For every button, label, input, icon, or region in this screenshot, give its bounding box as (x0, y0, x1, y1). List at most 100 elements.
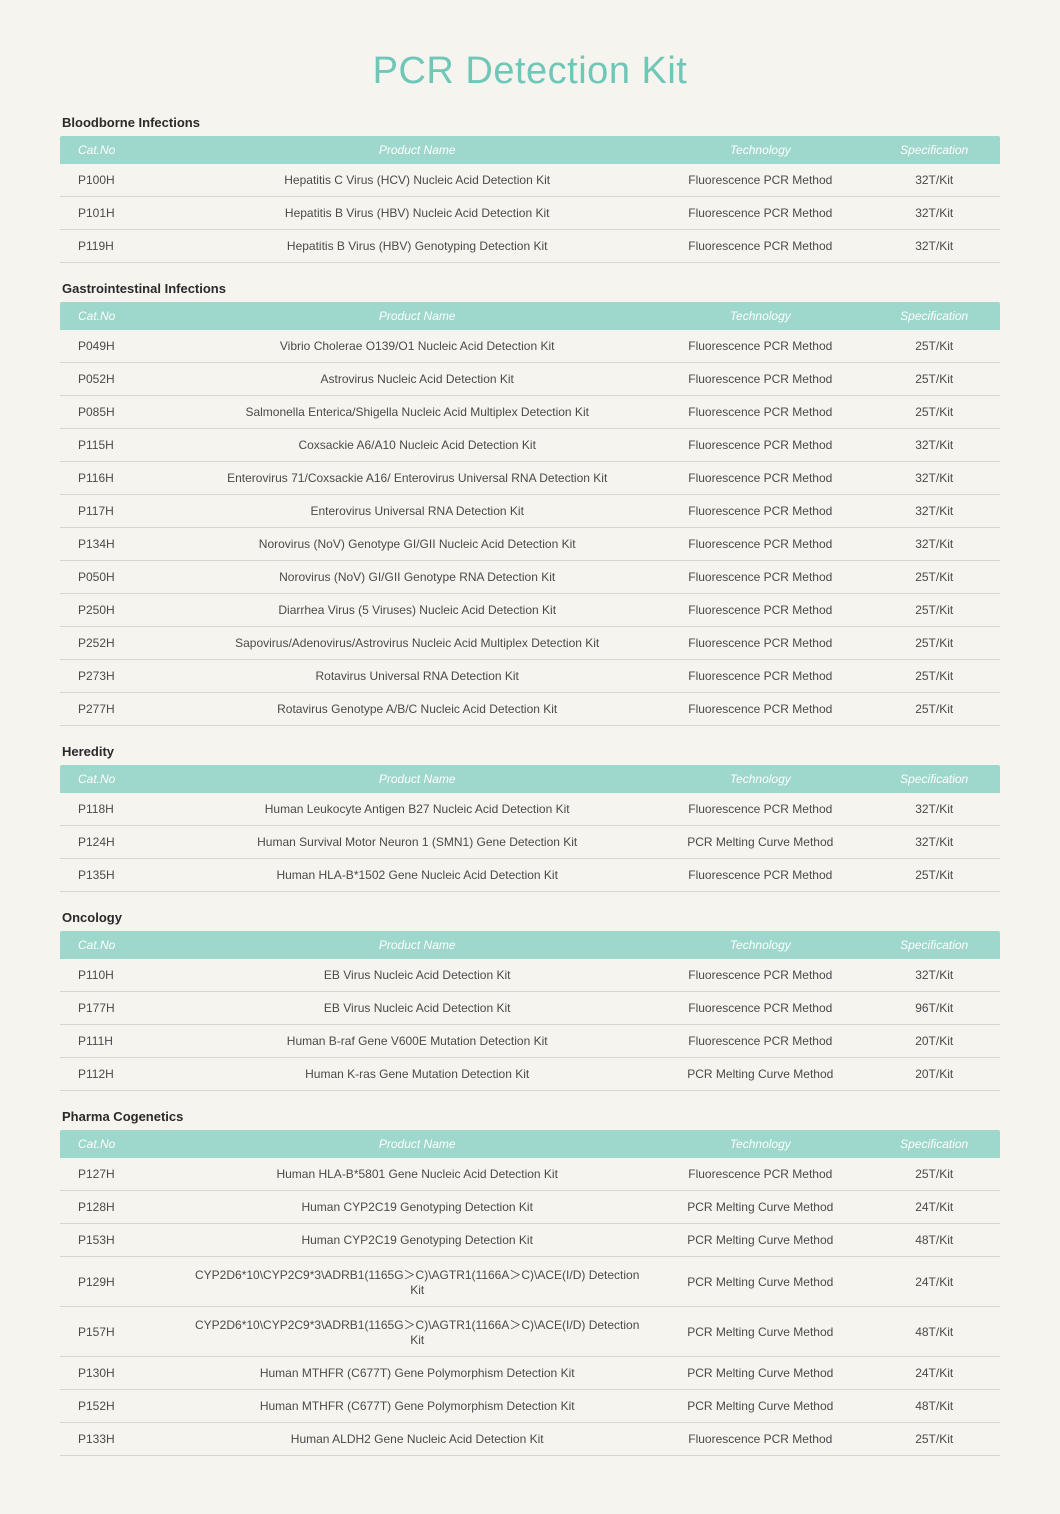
table-cell: Fluorescence PCR Method (652, 396, 868, 429)
table-cell: 32T/Kit (868, 528, 1000, 561)
table-row: P133HHuman ALDH2 Gene Nucleic Acid Detec… (60, 1423, 1000, 1456)
table-cell: Fluorescence PCR Method (652, 462, 868, 495)
table-cell: 48T/Kit (868, 1224, 1000, 1257)
table-row: P250HDiarrhea Virus (5 Viruses) Nucleic … (60, 594, 1000, 627)
table-row: P124HHuman Survival Motor Neuron 1 (SMN1… (60, 826, 1000, 859)
table-cell: 32T/Kit (868, 495, 1000, 528)
table-cell: P133H (60, 1423, 182, 1456)
table-row: P135HHuman HLA-B*1502 Gene Nucleic Acid … (60, 859, 1000, 892)
table-cell: Fluorescence PCR Method (652, 660, 868, 693)
table-cell: 25T/Kit (868, 1158, 1000, 1191)
column-header: Product Name (182, 136, 652, 164)
table-cell: Fluorescence PCR Method (652, 1423, 868, 1456)
table-cell: 32T/Kit (868, 429, 1000, 462)
section: Heredity Cat.NoProduct NameTechnologySpec… (60, 744, 1000, 892)
table-cell: P118H (60, 793, 182, 826)
table-cell: P100H (60, 164, 182, 197)
table-row: P129HCYP2D6*10\CYP2C9*3\ADRB1(1165G＞C)\A… (60, 1257, 1000, 1307)
table-cell: P135H (60, 859, 182, 892)
table-row: P130HHuman MTHFR (C677T) Gene Polymorphi… (60, 1357, 1000, 1390)
table-cell: 25T/Kit (868, 561, 1000, 594)
table-cell: Fluorescence PCR Method (652, 793, 868, 826)
table-cell: 25T/Kit (868, 594, 1000, 627)
table-cell: Human B-raf Gene V600E Mutation Detectio… (182, 1025, 652, 1058)
table-cell: Norovirus (NoV) Genotype GI/GII Nucleic … (182, 528, 652, 561)
table-cell: P085H (60, 396, 182, 429)
table-cell: 32T/Kit (868, 959, 1000, 992)
table-cell: Human HLA-B*1502 Gene Nucleic Acid Detec… (182, 859, 652, 892)
column-header: Product Name (182, 765, 652, 793)
table-cell: Astrovirus Nucleic Acid Detection Kit (182, 363, 652, 396)
table-cell: P101H (60, 197, 182, 230)
table-cell: 48T/Kit (868, 1307, 1000, 1357)
column-header: Product Name (182, 302, 652, 330)
table-cell: 32T/Kit (868, 462, 1000, 495)
table-cell: P277H (60, 693, 182, 726)
table-cell: Human K-ras Gene Mutation Detection Kit (182, 1058, 652, 1091)
table-cell: CYP2D6*10\CYP2C9*3\ADRB1(1165G＞C)\AGTR1(… (182, 1307, 652, 1357)
table-row: P252HSapovirus/Adenovirus/Astrovirus Nuc… (60, 627, 1000, 660)
table-cell: PCR Melting Curve Method (652, 1191, 868, 1224)
table-row: P049HVibrio Cholerae O139/O1 Nucleic Aci… (60, 330, 1000, 363)
table-cell: P119H (60, 230, 182, 263)
table-row: P117HEnterovirus Universal RNA Detection… (60, 495, 1000, 528)
table-cell: 32T/Kit (868, 793, 1000, 826)
table-row: P128HHuman CYP2C19 Genotyping Detection … (60, 1191, 1000, 1224)
table-cell: P110H (60, 959, 182, 992)
column-header: Technology (652, 302, 868, 330)
table-row: P110HEB Virus Nucleic Acid Detection Kit… (60, 959, 1000, 992)
table-cell: P112H (60, 1058, 182, 1091)
table-cell: P177H (60, 992, 182, 1025)
table-cell: PCR Melting Curve Method (652, 1058, 868, 1091)
table-row: P052HAstrovirus Nucleic Acid Detection K… (60, 363, 1000, 396)
table-cell: Fluorescence PCR Method (652, 992, 868, 1025)
table-cell: Fluorescence PCR Method (652, 495, 868, 528)
section-title: Bloodborne Infections (62, 115, 1000, 130)
table-cell: 24T/Kit (868, 1357, 1000, 1390)
table-cell: P049H (60, 330, 182, 363)
table-row: P127HHuman HLA-B*5801 Gene Nucleic Acid … (60, 1158, 1000, 1191)
table-cell: 25T/Kit (868, 660, 1000, 693)
table-cell: Fluorescence PCR Method (652, 528, 868, 561)
section-title: Heredity (62, 744, 1000, 759)
column-header: Technology (652, 136, 868, 164)
table-row: P112HHuman K-ras Gene Mutation Detection… (60, 1058, 1000, 1091)
page-title: PCR Detection Kit (60, 50, 1000, 93)
table-cell: Rotavirus Universal RNA Detection Kit (182, 660, 652, 693)
table-row: P101HHepatitis B Virus (HBV) Nucleic Aci… (60, 197, 1000, 230)
table-cell: Human MTHFR (C677T) Gene Polymorphism De… (182, 1357, 652, 1390)
table-cell: Vibrio Cholerae O139/O1 Nucleic Acid Det… (182, 330, 652, 363)
section-title: Gastrointestinal Infections (62, 281, 1000, 296)
table-cell: 48T/Kit (868, 1390, 1000, 1423)
table-cell: 25T/Kit (868, 363, 1000, 396)
table-cell: PCR Melting Curve Method (652, 1224, 868, 1257)
product-table: Cat.NoProduct NameTechnologySpecificatio… (60, 136, 1000, 263)
table-row: P277HRotavirus Genotype A/B/C Nucleic Ac… (60, 693, 1000, 726)
table-cell: PCR Melting Curve Method (652, 1257, 868, 1307)
table-cell: 24T/Kit (868, 1191, 1000, 1224)
table-cell: P273H (60, 660, 182, 693)
table-cell: Fluorescence PCR Method (652, 594, 868, 627)
table-cell: Fluorescence PCR Method (652, 429, 868, 462)
table-cell: Fluorescence PCR Method (652, 197, 868, 230)
product-table: Cat.NoProduct NameTechnologySpecificatio… (60, 1130, 1000, 1456)
product-table: Cat.NoProduct NameTechnologySpecificatio… (60, 765, 1000, 892)
table-cell: P134H (60, 528, 182, 561)
table-cell: P124H (60, 826, 182, 859)
table-cell: 25T/Kit (868, 627, 1000, 660)
column-header: Technology (652, 931, 868, 959)
table-cell: Fluorescence PCR Method (652, 1158, 868, 1191)
column-header: Specification (868, 1130, 1000, 1158)
table-cell: Fluorescence PCR Method (652, 363, 868, 396)
table-cell: Human ALDH2 Gene Nucleic Acid Detection … (182, 1423, 652, 1456)
column-header: Cat.No (60, 136, 182, 164)
table-row: P134HNorovirus (NoV) Genotype GI/GII Nuc… (60, 528, 1000, 561)
column-header: Cat.No (60, 931, 182, 959)
table-cell: Rotavirus Genotype A/B/C Nucleic Acid De… (182, 693, 652, 726)
table-cell: Fluorescence PCR Method (652, 627, 868, 660)
table-cell: Fluorescence PCR Method (652, 693, 868, 726)
table-row: P152HHuman MTHFR (C677T) Gene Polymorphi… (60, 1390, 1000, 1423)
column-header: Cat.No (60, 1130, 182, 1158)
table-cell: 32T/Kit (868, 197, 1000, 230)
table-cell: Norovirus (NoV) GI/GII Genotype RNA Dete… (182, 561, 652, 594)
